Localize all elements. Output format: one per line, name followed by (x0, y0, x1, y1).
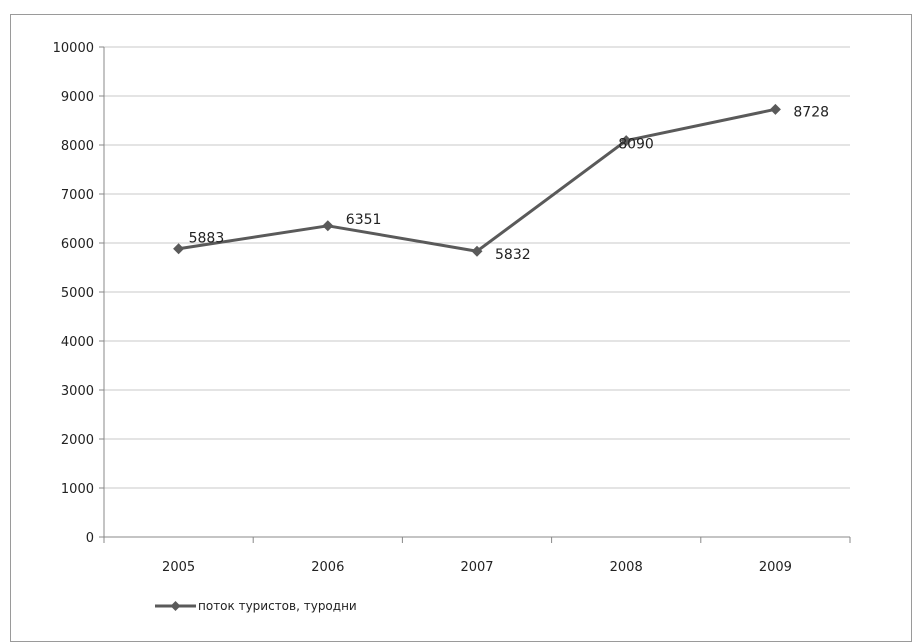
y-tick-label: 0 (86, 531, 94, 546)
legend-marker (170, 601, 181, 611)
gridlines (104, 46, 850, 489)
x-tick-label: 2007 (460, 560, 493, 575)
data-label: 8728 (793, 104, 829, 120)
legend-entry: поток туристов, туродни (198, 599, 357, 613)
y-tick-label: 6000 (61, 237, 94, 252)
data-point (620, 135, 632, 147)
data-label: 8090 (618, 137, 654, 153)
series-poток (173, 103, 781, 257)
legend: поток туристов, туродни (155, 599, 357, 613)
y-tick-label: 9000 (61, 90, 94, 105)
y-axis-ticks: 0 1000 2000 3000 4000 5000 6000 7000 8000 9000 100… (53, 41, 104, 546)
x-tick-label: 2005 (162, 560, 195, 575)
data-label: 5832 (495, 247, 531, 263)
data-point (471, 245, 483, 257)
data-label: 5883 (189, 231, 225, 247)
y-tick-label: 2000 (61, 433, 94, 448)
data-label: 6351 (346, 212, 382, 228)
x-tick-label: 2009 (759, 560, 792, 575)
y-tick-label: 5000 (61, 286, 94, 301)
data-labels: 5883 6351 5832 8090 8728 (189, 104, 829, 263)
x-tick-label: 2006 (311, 560, 344, 575)
y-tick-label: 8000 (61, 139, 94, 154)
y-tick-label: 10000 (53, 41, 94, 56)
data-point (769, 103, 781, 115)
y-tick-label: 4000 (61, 335, 94, 350)
y-tick-label: 1000 (61, 482, 94, 497)
series-line (178, 107, 776, 253)
x-tick-label: 2008 (610, 560, 643, 575)
x-axis-ticks: 2005 2006 2007 2008 2009 (103, 537, 851, 575)
y-tick-label: 7000 (61, 188, 94, 203)
data-point (173, 243, 185, 255)
y-tick-label: 3000 (61, 384, 94, 399)
data-point (322, 220, 334, 232)
